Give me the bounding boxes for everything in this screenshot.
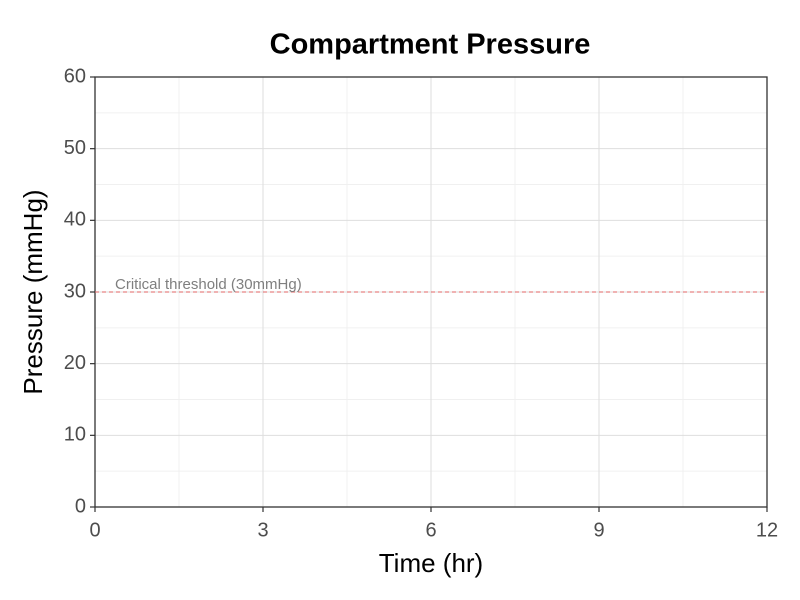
- y-axis-label: Pressure (mmHg): [18, 189, 48, 394]
- y-tick-label: 60: [64, 65, 86, 87]
- x-tick-label: 6: [425, 519, 436, 541]
- x-tick-label: 12: [756, 519, 778, 541]
- x-axis-label: Time (hr): [379, 548, 483, 578]
- reference-label: Critical threshold (30mmHg): [115, 276, 302, 293]
- x-tick-label: 9: [593, 519, 604, 541]
- y-tick-label: 0: [75, 495, 86, 517]
- chart-title: Compartment Pressure: [270, 29, 591, 61]
- y-tick-label: 10: [64, 424, 86, 446]
- y-tick-label: 20: [64, 352, 86, 374]
- y-tick-label: 50: [64, 137, 86, 159]
- y-tick-label: 30: [64, 280, 86, 302]
- y-tick-label: 40: [64, 209, 86, 231]
- x-tick-label: 3: [257, 519, 268, 541]
- x-tick-label: 0: [89, 519, 100, 541]
